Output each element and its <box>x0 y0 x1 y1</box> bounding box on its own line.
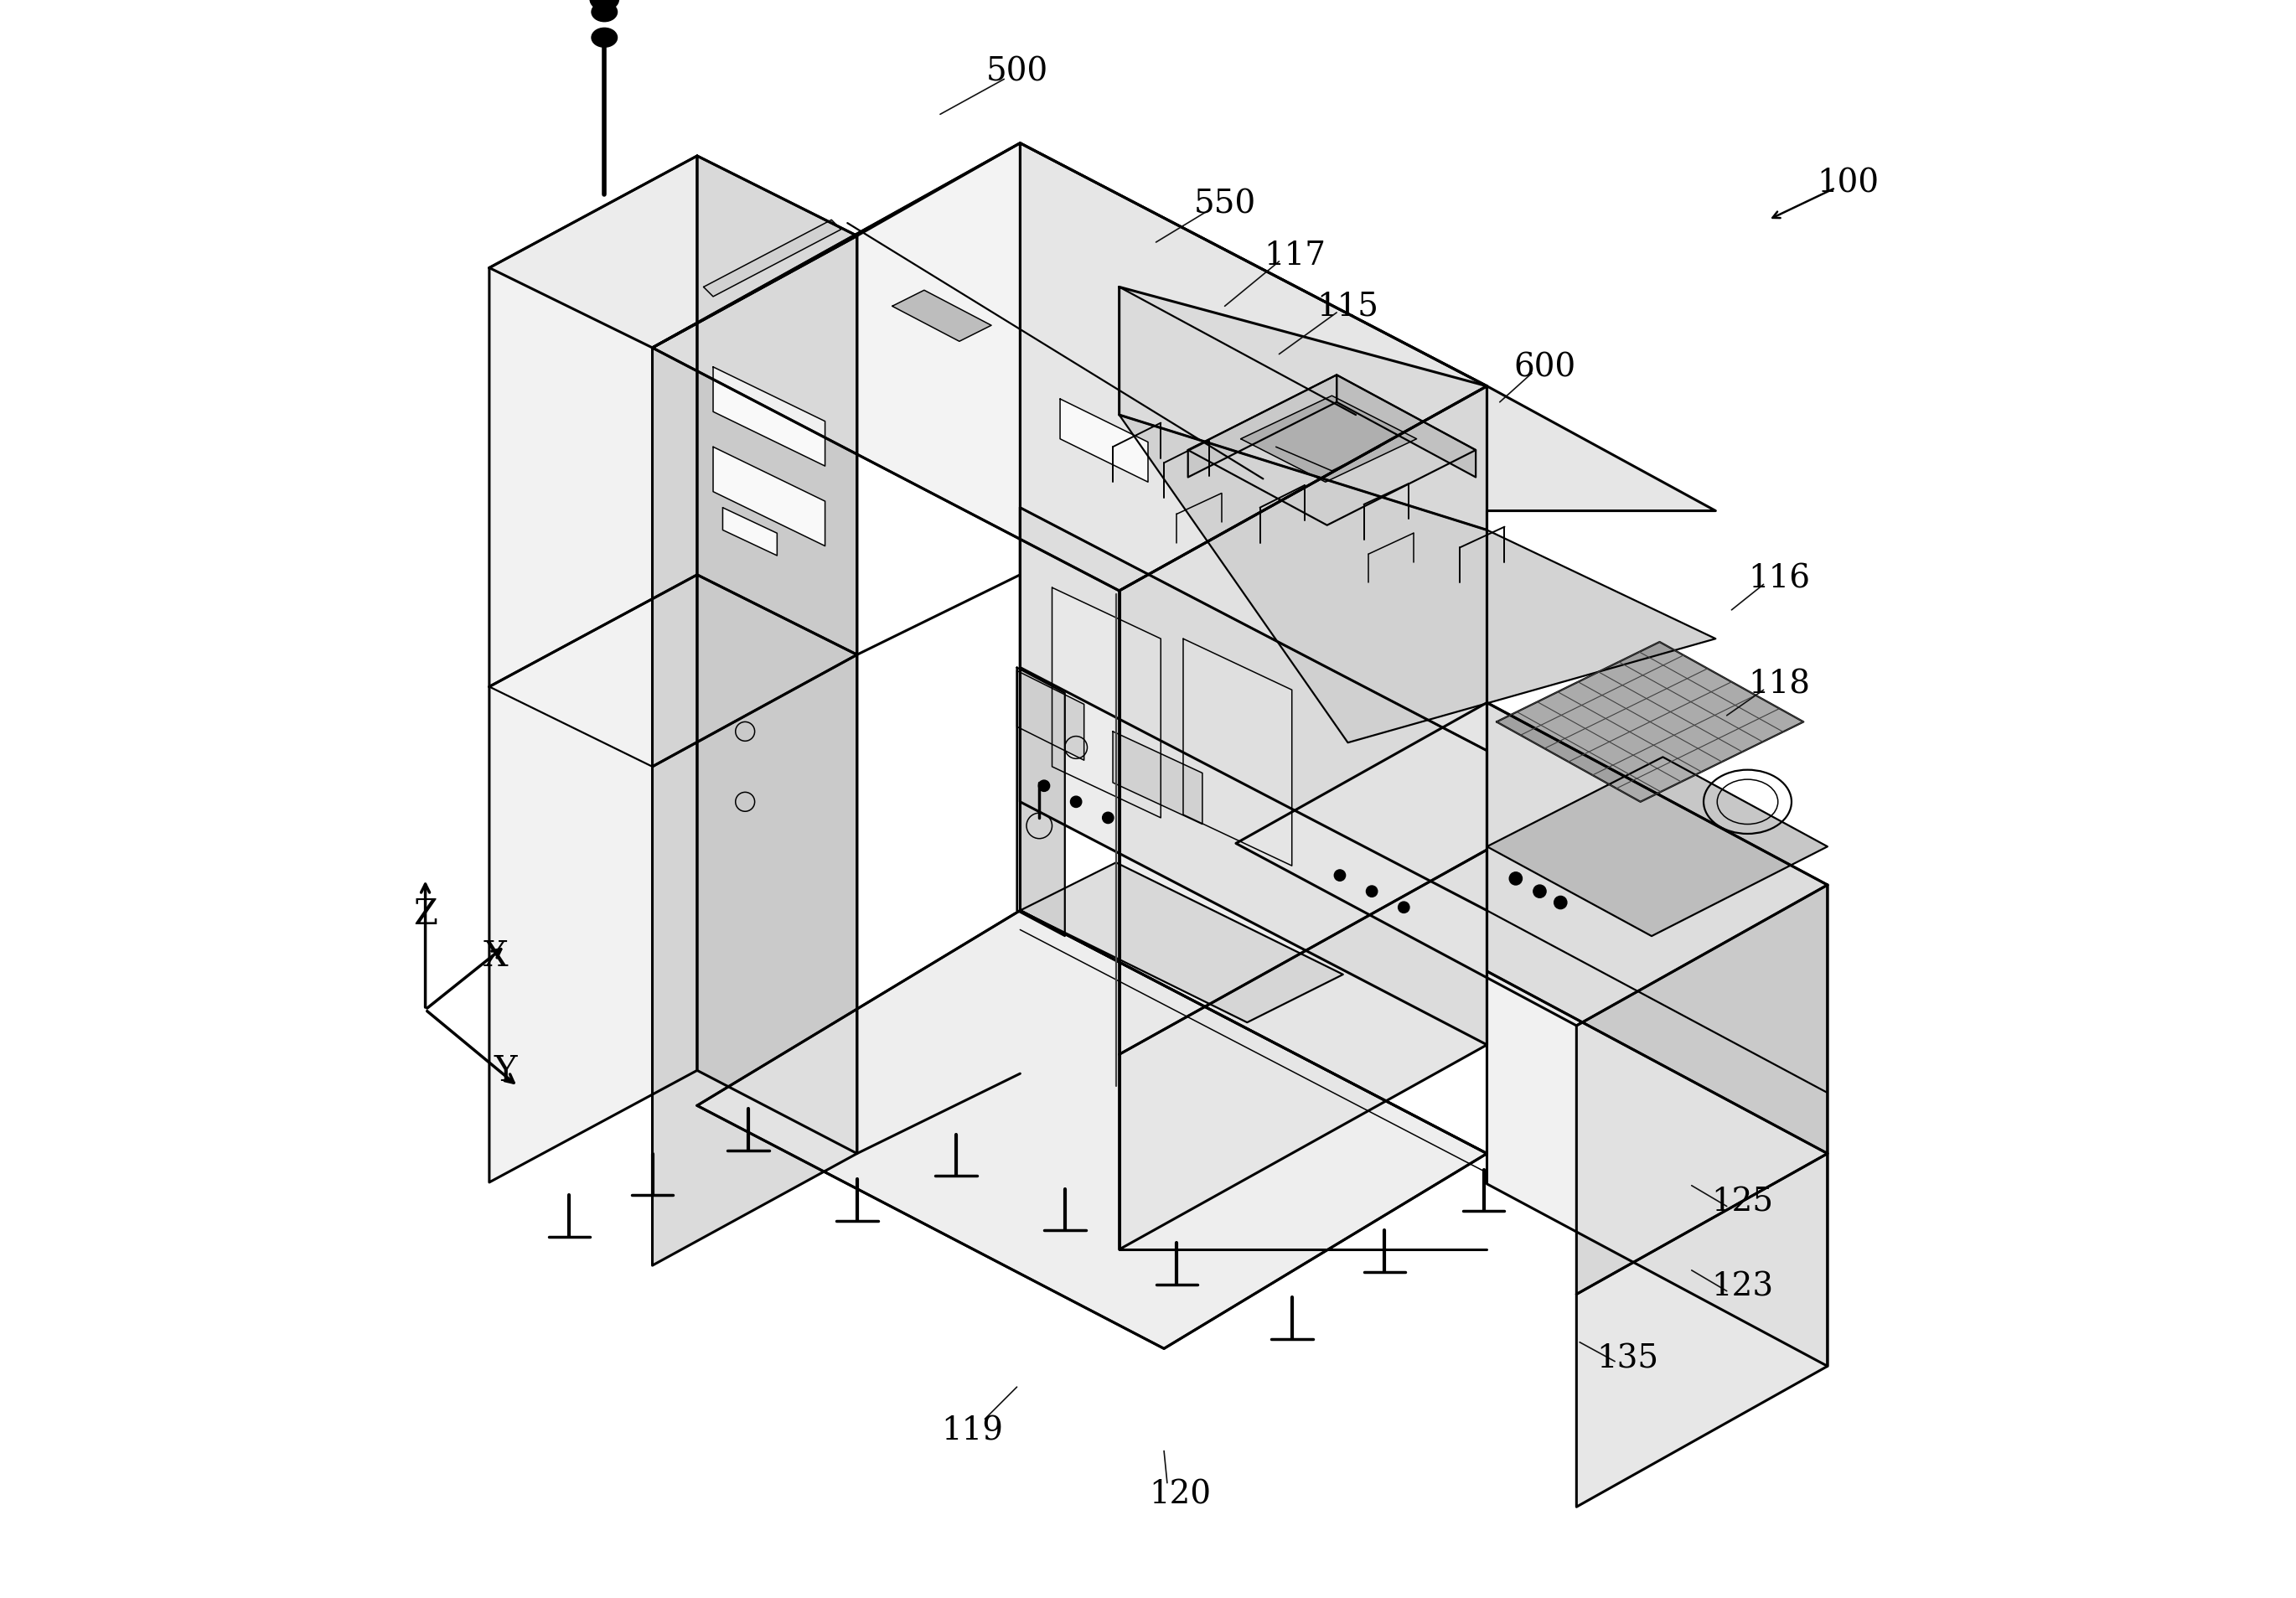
Circle shape <box>1038 781 1049 793</box>
Circle shape <box>1070 797 1081 809</box>
Polygon shape <box>698 911 1488 1349</box>
Text: 125: 125 <box>1713 1186 1775 1218</box>
Polygon shape <box>698 911 1488 1349</box>
Ellipse shape <box>592 3 618 22</box>
Circle shape <box>1554 896 1566 909</box>
Polygon shape <box>703 221 840 297</box>
Polygon shape <box>489 575 698 1183</box>
Circle shape <box>1366 885 1378 898</box>
Polygon shape <box>1118 850 1488 1250</box>
Ellipse shape <box>590 0 620 11</box>
Polygon shape <box>652 655 856 1266</box>
Text: 123: 123 <box>1713 1270 1775 1302</box>
Polygon shape <box>698 575 856 1154</box>
Text: 135: 135 <box>1596 1342 1658 1374</box>
Polygon shape <box>1497 642 1805 802</box>
Circle shape <box>1508 873 1522 885</box>
Circle shape <box>1398 901 1410 914</box>
Polygon shape <box>1336 376 1476 478</box>
Polygon shape <box>489 157 856 348</box>
Polygon shape <box>1118 288 1715 531</box>
Circle shape <box>1102 813 1114 825</box>
Polygon shape <box>1187 376 1336 478</box>
Ellipse shape <box>592 29 618 48</box>
Polygon shape <box>1061 400 1148 483</box>
Circle shape <box>1534 885 1545 898</box>
Polygon shape <box>1488 703 1828 1154</box>
Text: 119: 119 <box>941 1414 1003 1446</box>
Polygon shape <box>1488 757 1828 936</box>
Text: 118: 118 <box>1750 668 1812 700</box>
Text: 115: 115 <box>1318 291 1380 323</box>
Polygon shape <box>698 157 856 655</box>
Polygon shape <box>1235 703 1828 1026</box>
Polygon shape <box>489 157 698 687</box>
Text: 600: 600 <box>1513 352 1575 384</box>
Polygon shape <box>1019 863 1343 1023</box>
Polygon shape <box>1240 396 1417 483</box>
Polygon shape <box>1577 885 1828 1294</box>
Text: Z: Z <box>413 896 439 932</box>
Text: 100: 100 <box>1816 168 1880 200</box>
Polygon shape <box>652 237 856 767</box>
Polygon shape <box>714 368 824 467</box>
Polygon shape <box>893 291 992 342</box>
Text: 116: 116 <box>1750 562 1812 594</box>
Text: 500: 500 <box>985 56 1047 88</box>
Polygon shape <box>1017 668 1065 936</box>
Polygon shape <box>1052 588 1162 818</box>
Text: Y: Y <box>494 1053 517 1088</box>
Polygon shape <box>1019 508 1488 1045</box>
Polygon shape <box>1118 415 1715 743</box>
Text: 117: 117 <box>1265 240 1327 272</box>
Polygon shape <box>1187 376 1476 526</box>
Polygon shape <box>1114 732 1203 825</box>
Polygon shape <box>1019 144 1488 911</box>
Polygon shape <box>652 144 1488 591</box>
Text: X: X <box>482 938 507 973</box>
Polygon shape <box>1488 972 1828 1366</box>
Circle shape <box>1334 869 1345 882</box>
Polygon shape <box>723 508 776 556</box>
Polygon shape <box>1118 387 1488 1055</box>
Polygon shape <box>1017 671 1084 761</box>
Text: 120: 120 <box>1148 1478 1210 1510</box>
Polygon shape <box>714 447 824 547</box>
Text: 550: 550 <box>1194 189 1256 221</box>
Polygon shape <box>1577 1154 1828 1507</box>
Polygon shape <box>1182 639 1293 866</box>
